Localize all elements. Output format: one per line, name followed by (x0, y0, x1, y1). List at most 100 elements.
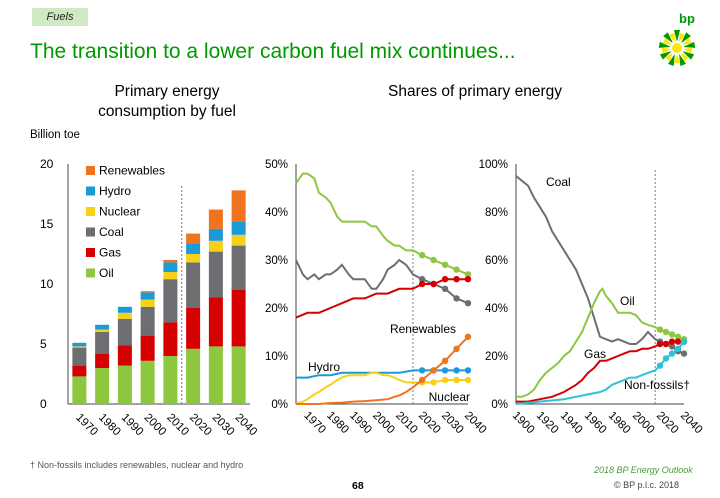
x-tick-label: 1980 (96, 412, 123, 439)
projection-marker-oil (441, 261, 449, 268)
bar-segment-renewables (231, 190, 246, 222)
projection-marker-renewables (418, 376, 426, 384)
y-tick-label: 60% (485, 255, 508, 267)
bar-segment-oil (231, 346, 246, 404)
bar-segment-hydro (95, 324, 110, 330)
legend-swatch-gas (86, 248, 95, 257)
y-tick-label: 20% (265, 303, 288, 315)
logo-petal (680, 52, 689, 62)
series-line-gas (295, 287, 413, 319)
bar-segment-gas (163, 322, 178, 356)
bar-segment-gas (117, 345, 132, 366)
bar-segment-hydro (186, 243, 201, 254)
bar-segment-nuclear (117, 312, 132, 319)
legend-label: Hydro (99, 184, 131, 198)
logo-petal (658, 41, 672, 48)
projection-marker-oil (453, 266, 460, 273)
x-tick-label: 2020 (187, 412, 214, 439)
y-tick-label: 80% (485, 207, 508, 219)
projection-marker-hydro (441, 367, 449, 374)
logo-petal (659, 51, 672, 60)
x-tick-label: 1980 (324, 410, 351, 437)
y-tick-label: 30% (265, 255, 288, 267)
y-tick-label: 15 (40, 217, 54, 231)
series-annotation: Non-fossils† (624, 378, 690, 392)
bar-segment-hydro (72, 342, 87, 347)
series-line-renewables (296, 386, 414, 405)
legend-swatch-oil (86, 268, 95, 278)
logo-petal (663, 32, 674, 44)
x-tick-label: 2020 (416, 410, 443, 437)
projection-marker-nuclear (453, 376, 460, 384)
bar-segment-coal (72, 347, 87, 366)
projection-marker-gas (418, 280, 426, 288)
legend-label: Renewables (99, 164, 165, 178)
bar-segment-hydro (140, 292, 155, 300)
series-line-oil (295, 172, 413, 252)
y-tick-label: 0% (491, 399, 508, 411)
projection-marker-gas (453, 276, 460, 283)
series-line-coal (515, 175, 656, 345)
projection-marker-gas (464, 276, 472, 283)
bar-segment-oil (95, 368, 110, 404)
bar-segment-nuclear (72, 346, 87, 348)
bar-segment-hydro (117, 306, 132, 313)
x-tick-label: 2000 (370, 410, 397, 437)
stacked-bar-chart: 0 5 10 15 20 19701980199020002010202020302040… (40, 157, 259, 438)
x-tick-label: 2030 (210, 412, 237, 439)
bar-segment-nuclear (163, 272, 178, 280)
page-title: The transition to a lower carbon fuel mi… (30, 40, 516, 63)
projection-marker-oil (674, 333, 682, 340)
series-annotation: Hydro (308, 360, 340, 374)
bar-segment-gas (186, 308, 201, 349)
source-label: 2018 BP Energy Outlook (594, 465, 693, 475)
projection-marker-gas (662, 340, 670, 348)
y-tick-label: 0% (271, 399, 288, 411)
x-tick-label: 1940 (558, 410, 585, 437)
series-annotation: Gas (584, 347, 606, 361)
series-line-nuclear (295, 371, 413, 405)
section-tag: Fuels (32, 8, 88, 26)
series-annotation: Renewables (390, 322, 456, 336)
bar-segment-coal (208, 251, 223, 298)
bar-segment-gas (95, 353, 110, 368)
legend-label: Coal (99, 225, 124, 239)
projection-marker-gas (441, 276, 449, 283)
bar-segment-coal (231, 245, 246, 290)
y-tick-label: 20% (485, 351, 508, 363)
shares-line-chart-recent: 0% 10% 20% 30% 40% 50% 19701980199020002010202… (265, 159, 488, 436)
bar-segment-gas (72, 365, 87, 377)
y-tick-label: 50% (265, 159, 288, 171)
legend-swatch-nuclear (86, 207, 95, 216)
projection-marker-hydro (464, 367, 472, 374)
bar-segment-coal (95, 332, 110, 354)
projection-marker-renewables (441, 357, 449, 364)
bar-segment-nuclear (95, 329, 110, 332)
legend-label: Gas (99, 246, 121, 260)
chart2-title: Shares of primary energy (387, 83, 563, 100)
x-tick-label: 2030 (439, 410, 466, 437)
y-tick-label: 0 (40, 397, 47, 411)
bar-segment-gas (208, 297, 223, 347)
series-line-oil (516, 287, 656, 398)
bar-segment-hydro (163, 262, 178, 272)
bar-segment-renewables (208, 209, 223, 229)
bar-segment-oil (72, 376, 87, 404)
projection-marker-oil (430, 256, 437, 264)
projection-marker-hydro (418, 367, 426, 374)
chart1-title: Primary energy consumption by fuel (98, 83, 236, 120)
bar-segment-gas (140, 335, 155, 361)
x-tick-label: 2010 (164, 412, 191, 439)
y-tick-label: 10 (40, 277, 54, 291)
bar-segment-hydro (231, 221, 246, 235)
y-tick-label: 10% (265, 351, 288, 363)
x-tick-label: 1900 (510, 410, 537, 437)
legend-swatch-coal (86, 227, 95, 237)
projection-marker-oil (418, 252, 426, 259)
x-tick-label: 2040 (678, 410, 705, 437)
legend-label: Nuclear (99, 205, 140, 219)
x-tick-label: 2000 (142, 412, 169, 439)
logo-petal (682, 51, 695, 60)
x-tick-label: 1970 (73, 412, 100, 439)
